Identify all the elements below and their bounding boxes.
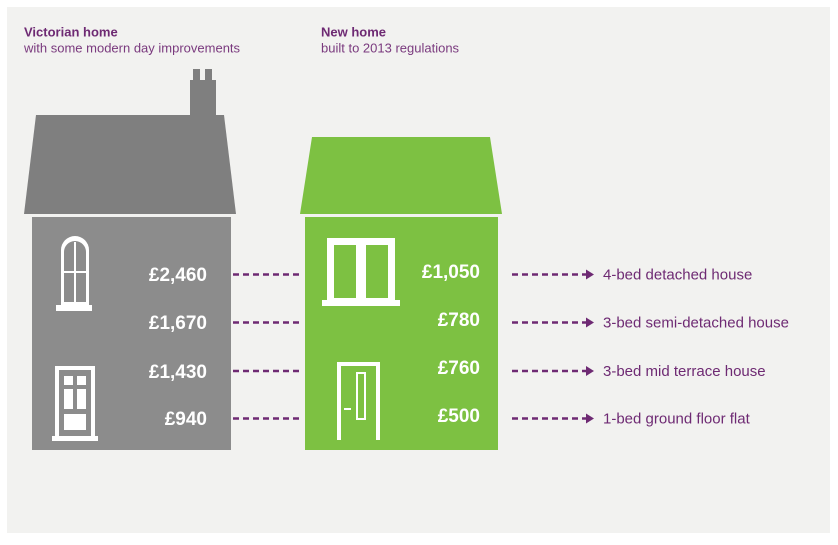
new-home-cost: £1,050 bbox=[422, 262, 480, 283]
new-home-cost: £760 bbox=[438, 358, 480, 379]
victorian-cost: £1,670 bbox=[149, 313, 207, 334]
new-home-cost: £780 bbox=[438, 310, 480, 331]
victorian-subtitle: with some modern day improvements bbox=[23, 40, 241, 55]
new-home-cost: £500 bbox=[438, 406, 480, 427]
victorian-cost: £2,460 bbox=[149, 265, 207, 286]
property-type: 3-bed semi-detached house bbox=[603, 314, 789, 331]
victorian-house bbox=[24, 69, 236, 450]
arrow-head bbox=[586, 269, 594, 280]
new-home-title: New home bbox=[321, 24, 386, 39]
victorian-cost: £1,430 bbox=[149, 362, 207, 383]
new-home-subtitle: built to 2013 regulations bbox=[321, 40, 460, 55]
victorian-cost: £940 bbox=[165, 409, 207, 430]
arrow-head bbox=[586, 317, 594, 328]
property-type: 3-bed mid terrace house bbox=[603, 363, 766, 380]
arrow-head bbox=[586, 366, 594, 376]
property-type: 4-bed detached house bbox=[603, 266, 752, 283]
new-house bbox=[300, 137, 502, 450]
arrow-head bbox=[586, 413, 594, 424]
property-type: 1-bed ground floor flat bbox=[603, 410, 751, 427]
victorian-title: Victorian home bbox=[24, 24, 118, 39]
